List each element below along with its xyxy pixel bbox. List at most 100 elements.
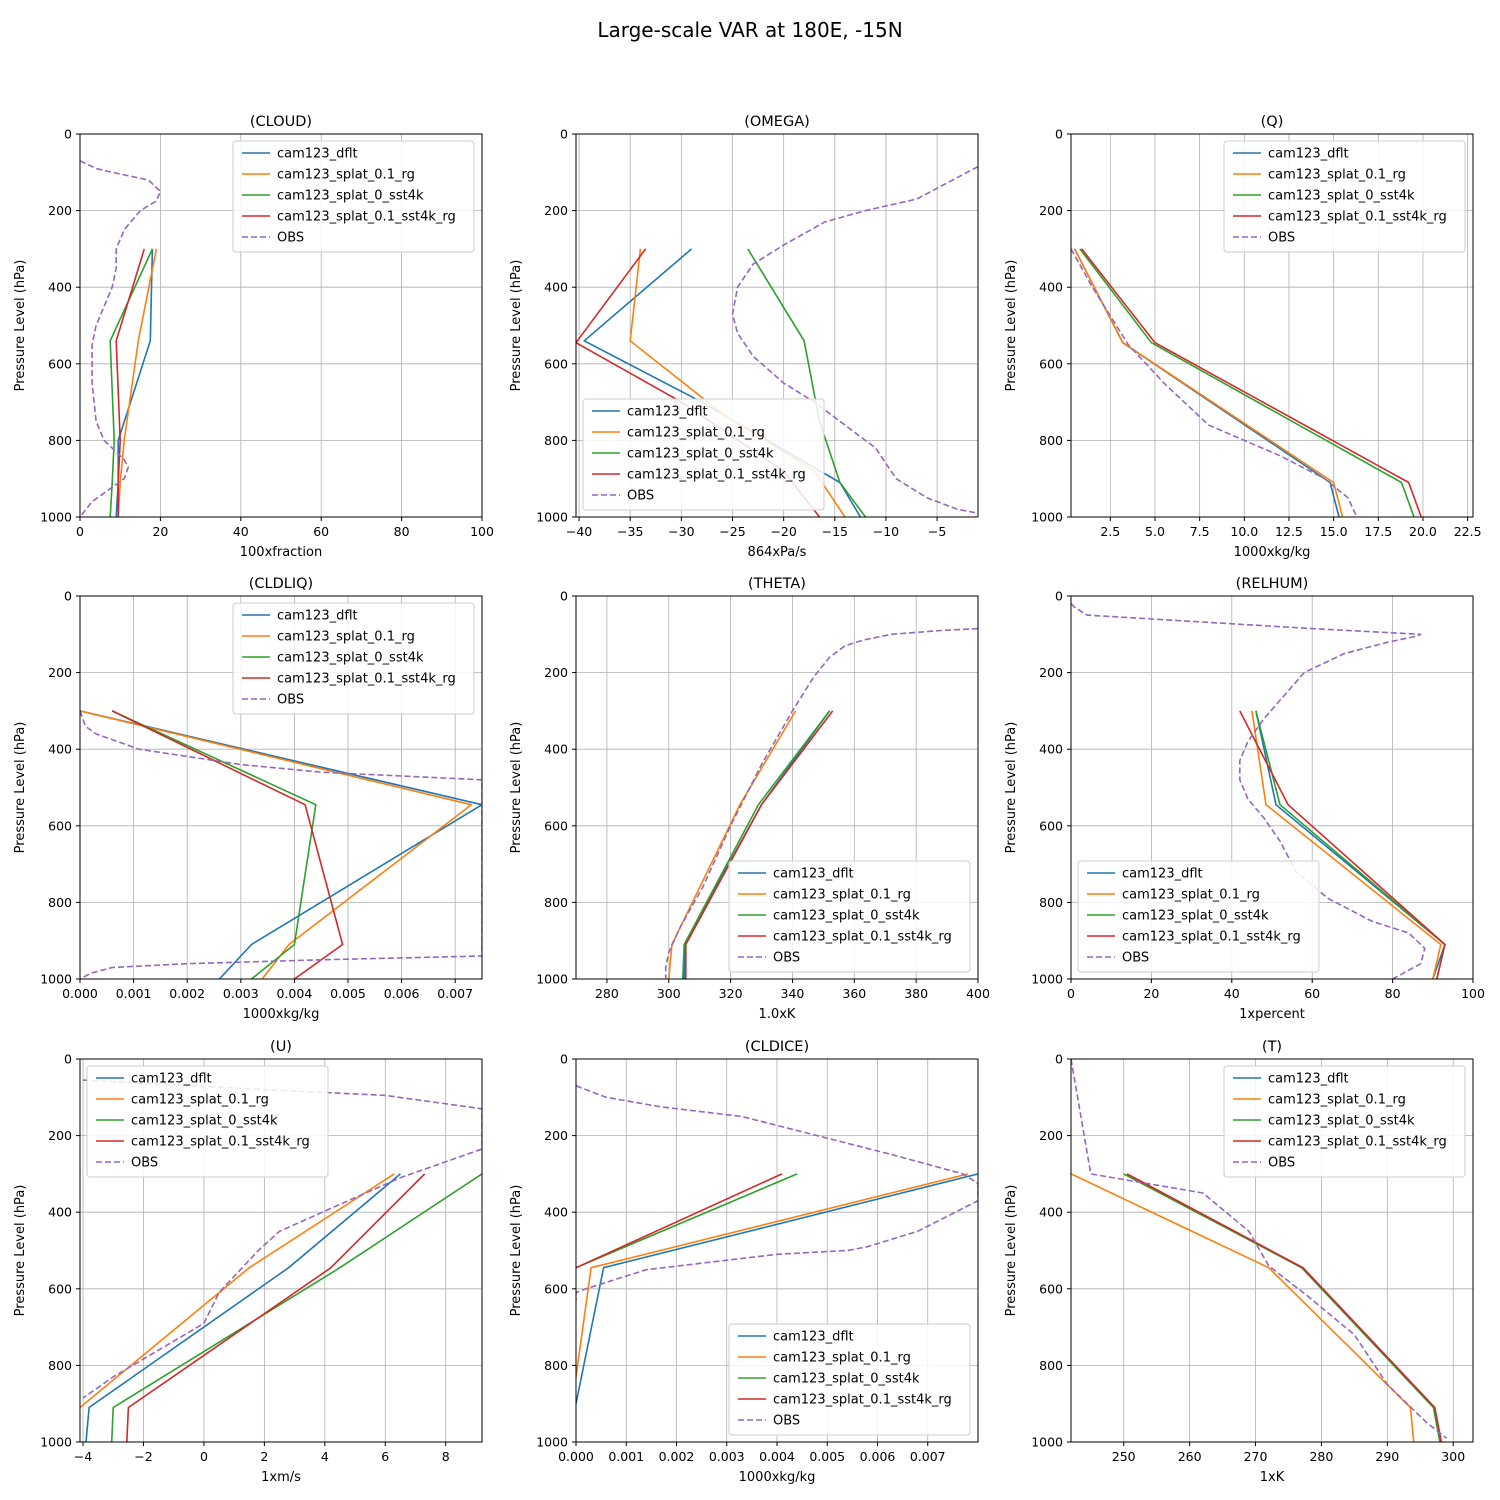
y-tick-label: 800	[544, 1358, 568, 1373]
y-tick-label: 600	[48, 356, 72, 371]
y-tick-label: 600	[1039, 1281, 1063, 1296]
panel-0: 0 20 40 60 80 10002004006008001000(CLOUD)100x…	[13, 114, 494, 560]
legend-label: cam123_splat_0.1_sst4k_rg	[277, 210, 456, 225]
panel-6: −4 −2 0 2 4 6 8 0 200 400 600 800 1000 (U) 1xm/s Pressu…	[13, 1039, 483, 1485]
legend-label: cam123_splat_0.1_sst4k_rg	[131, 1135, 310, 1150]
y-axis-label: Pressure Level (hPa)	[1004, 1185, 1019, 1317]
panel-7: 0.000 0.001 0.002 0.003 0.004 0.005 0.006 0.007…	[509, 1039, 979, 1485]
x-tick-label: 12.5	[1275, 524, 1303, 539]
y-tick-label: 200	[48, 665, 72, 680]
x-tick-label: 40	[233, 524, 249, 539]
panel-title: (U)	[270, 1039, 292, 1055]
series-line-cam123_splat_0_sst4k	[110, 1173, 482, 1442]
series-line-cam123_splat_0.1_sst4k_rg	[126, 1173, 426, 1442]
series-line-cam123_splat_0.1_sst4k_rg	[1081, 248, 1422, 517]
legend: cam123_dflt cam123_splat_0.1_rg cam123_spl…	[728, 1323, 971, 1436]
axes-frame	[575, 133, 979, 518]
legend-label: cam123_splat_0.1_rg	[627, 426, 765, 441]
x-tick-label: 0.005	[809, 1449, 845, 1464]
x-tick-label: −40	[566, 524, 592, 539]
y-tick-label: 1000	[536, 510, 568, 525]
y-tick-label: 600	[48, 818, 72, 833]
y-tick-label: 600	[544, 356, 568, 371]
y-tick-label: 200	[544, 203, 568, 218]
axes-frame	[575, 595, 979, 980]
y-axis-label: Pressure Level (hPa)	[509, 1185, 524, 1317]
series-line-OBS	[664, 627, 978, 979]
axes-frame	[1070, 595, 1474, 980]
series-line-cam123_splat_0_sst4k	[111, 710, 317, 979]
y-tick-label: 600	[544, 818, 568, 833]
y-tick-label: 1000	[40, 1435, 72, 1450]
y-tick-label: 400	[544, 742, 568, 757]
legend-label: cam123_splat_0_sst4k	[277, 651, 424, 666]
x-tick-label: 20	[1143, 986, 1159, 1001]
x-tick-label: 60	[1304, 986, 1320, 1001]
x-tick-label: 0.003	[223, 986, 259, 1001]
x-tick-label: 8	[442, 1449, 450, 1464]
series-line-cam123_splat_0.1_rg	[1071, 1173, 1415, 1442]
y-tick-label: 1000	[536, 1435, 568, 1450]
series-line-cam123_splat_0.1_sst4k_rg	[576, 1173, 783, 1269]
y-tick-label: 800	[544, 433, 568, 448]
legend-label: cam123_splat_0.1_rg	[773, 1351, 911, 1366]
x-tick-label: 290	[1375, 1449, 1399, 1464]
series-line-cam123_splat_0.1_rg	[80, 1173, 395, 1409]
x-tick-label: 6	[381, 1449, 389, 1464]
legend-label: cam123_splat_0_sst4k	[1268, 1114, 1415, 1129]
x-tick-label: 15.0	[1320, 524, 1348, 539]
legend-label: OBS	[773, 951, 800, 966]
legend-label: cam123_splat_0_sst4k	[1122, 909, 1269, 924]
x-tick-label: 7.5	[1190, 524, 1210, 539]
x-axis-label: 1.0xK	[759, 1007, 796, 1022]
series-group	[80, 1079, 482, 1442]
legend-label: cam123_dflt	[277, 609, 358, 624]
legend-label: cam123_splat_0.1_rg	[1268, 1093, 1406, 1108]
legend-label: cam123_splat_0.1_sst4k_rg	[1122, 930, 1301, 945]
y-axis-label: Pressure Level (hPa)	[13, 1185, 28, 1317]
axes-frame	[79, 595, 483, 980]
axes-frame	[1070, 1058, 1474, 1443]
y-tick-label: 200	[544, 1128, 568, 1143]
y-tick-label: 400	[544, 280, 568, 295]
legend-label: cam123_splat_0_sst4k	[277, 189, 424, 204]
legend-box	[728, 1323, 971, 1436]
legend-label: cam123_splat_0.1_sst4k_rg	[1268, 210, 1447, 225]
legend-label: cam123_splat_0.1_rg	[1268, 168, 1406, 183]
y-tick-label: 1000	[1031, 1435, 1063, 1450]
legend-label: cam123_splat_0.1_sst4k_rg	[773, 930, 952, 945]
series-line-cam123_splat_0_sst4k	[109, 248, 154, 517]
x-tick-label: 0	[76, 524, 84, 539]
legend-label: OBS	[277, 231, 304, 246]
legend-box	[1223, 1065, 1466, 1178]
y-tick-label: 800	[48, 1358, 72, 1373]
x-tick-label: 280	[1309, 1449, 1333, 1464]
series-group	[1071, 248, 1422, 517]
legend-box	[582, 398, 825, 511]
x-tick-label: 4	[321, 1449, 329, 1464]
y-tick-label: 1000	[536, 972, 568, 987]
legend-box	[232, 602, 475, 715]
series-line-cam123_splat_0_sst4k	[681, 710, 831, 979]
legend-label: cam123_dflt	[277, 147, 358, 162]
series-group	[664, 627, 978, 979]
series-group	[80, 160, 162, 517]
x-tick-label: 280	[595, 986, 619, 1001]
x-tick-label: −25	[719, 524, 745, 539]
x-tick-label: 20.0	[1409, 524, 1437, 539]
x-tick-label: 320	[719, 986, 743, 1001]
x-tick-label: −2	[134, 1449, 152, 1464]
y-tick-label: 0	[1055, 589, 1063, 604]
x-tick-label: 0.007	[437, 986, 473, 1001]
legend-label: OBS	[773, 1414, 800, 1429]
legend-label: cam123_splat_0_sst4k	[131, 1114, 278, 1129]
y-tick-label: 800	[48, 895, 72, 910]
y-tick-label: 400	[48, 742, 72, 757]
y-axis-label: Pressure Level (hPa)	[1004, 722, 1019, 854]
panels-container: 0 20 40 60 80 10002004006008001000(CLOUD)100x…	[13, 114, 1485, 1485]
y-tick-label: 600	[544, 1281, 568, 1296]
y-tick-label: 0	[1055, 1052, 1063, 1067]
panel-8: 250 260 270 280 290 300 0 200 400 600 800 1000 (T) 1x…	[1004, 1039, 1474, 1485]
x-tick-label: −10	[873, 524, 899, 539]
